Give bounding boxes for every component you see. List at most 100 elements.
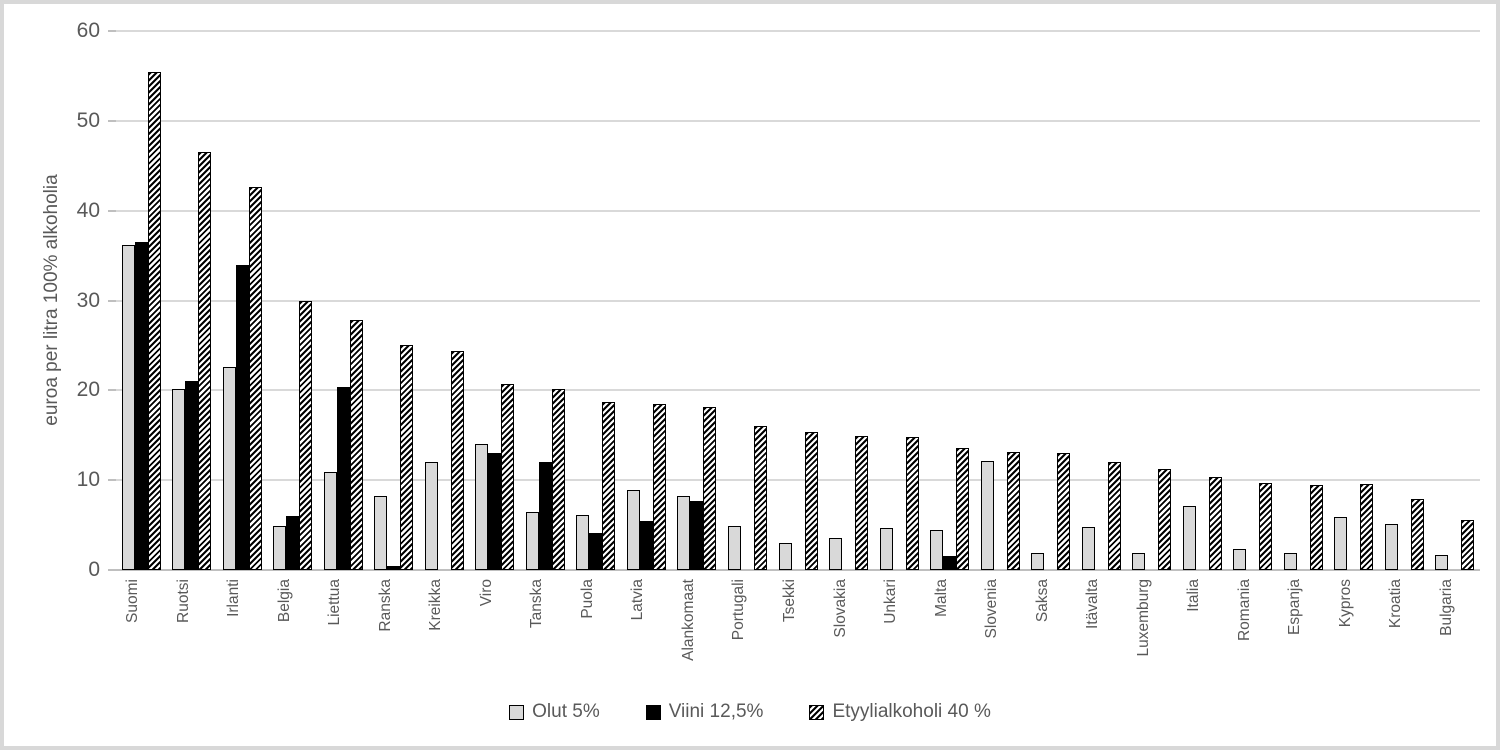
x-category-label-Espanja: Espanja (1286, 579, 1304, 636)
x-category-label-Suomi: Suomi (124, 579, 142, 623)
legend-swatch-etyylialkoholi-icon (809, 704, 825, 720)
bar-Espanja-olut (1283, 552, 1297, 570)
bar-Ruotsi-etyylialkoholi (198, 152, 212, 570)
bar-Alankomaat-olut (677, 496, 691, 570)
bar-Slovakia-olut (829, 537, 843, 570)
legend-item-viini: Viini 12,5% (645, 701, 764, 723)
bar-Viro-etyylialkoholi (501, 384, 515, 570)
y-axis-title: euroa per litra 100% alkoholia (41, 174, 62, 426)
bar-Unkari-etyylialkoholi (905, 437, 919, 570)
x-category-label-Kreikka: Kreikka (427, 579, 445, 631)
x-category-label-Belgia: Belgia (275, 579, 293, 623)
bar-Itävalta-olut (1081, 526, 1095, 570)
bar-Portugali-etyylialkoholi (753, 426, 767, 570)
legend-swatch-olut-icon (509, 704, 525, 720)
x-category-label-Bulgaria: Bulgaria (1437, 579, 1455, 636)
bar-Alankomaat-viini (690, 500, 704, 570)
legend-label-etyylialkoholi: Etyylialkoholi 40 % (832, 701, 991, 722)
bar-Bulgaria-etyylialkoholi (1461, 519, 1475, 570)
x-category-label-Slovenia: Slovenia (983, 579, 1001, 639)
y-tick-mark-50 (108, 119, 116, 122)
y-tick-label-50: 50 (76, 108, 100, 132)
bar-Puola-viini (589, 533, 603, 570)
bar-Saksa-etyylialkoholi (1057, 453, 1071, 570)
bar-Saksa-olut (1031, 552, 1045, 570)
gridline-10 (116, 479, 1480, 482)
bar-Romania-etyylialkoholi (1259, 482, 1273, 570)
x-category-label-Ruotsi: Ruotsi (174, 579, 192, 623)
legend-label-olut: Olut 5% (532, 701, 600, 722)
gridline-40 (116, 209, 1480, 212)
bar-Romania-olut (1233, 549, 1247, 570)
bar-Suomi-olut (121, 244, 135, 570)
x-category-label-Malta: Malta (932, 579, 950, 617)
bar-Suomi-etyylialkoholi (147, 72, 161, 570)
y-tick-label-30: 30 (76, 288, 100, 312)
y-tick-mark-0 (108, 569, 116, 571)
y-tick-label-60: 60 (76, 19, 100, 42)
x-category-label-Portugali: Portugali (730, 579, 748, 641)
bar-Tanska-olut (525, 511, 539, 570)
bar-Espanja-etyylialkoholi (1309, 484, 1323, 570)
bar-Viro-viini (488, 453, 502, 570)
bar-Belgia-etyylialkoholi (299, 301, 313, 570)
y-tick-label-10: 10 (76, 468, 100, 492)
bar-Italia-etyylialkoholi (1208, 477, 1222, 570)
x-category-label-Unkari: Unkari (882, 579, 900, 624)
bar-Malta-etyylialkoholi (956, 447, 970, 570)
x-axis-line (116, 569, 1480, 571)
legend-item-etyylialkoholi: Etyylialkoholi 40 % (809, 701, 991, 723)
gridline-20 (116, 389, 1480, 392)
y-tick-label-20: 20 (76, 378, 100, 402)
x-category-label-Romania: Romania (1235, 579, 1253, 642)
bar-Latvia-olut (626, 490, 640, 570)
bar-Irlanti-etyylialkoholi (248, 187, 262, 570)
x-category-label-Tanska: Tanska (528, 579, 546, 629)
bar-Kypros-olut (1334, 516, 1348, 570)
legend-swatch-viini-icon (645, 704, 661, 720)
bar-Irlanti-viini (235, 264, 249, 570)
bar-Latvia-viini (639, 520, 653, 570)
bar-Ranska-viini (387, 566, 401, 570)
bar-Liettua-etyylialkoholi (349, 320, 363, 570)
bar-Malta-olut (930, 529, 944, 570)
x-category-label-Puola: Puola (578, 579, 596, 619)
bar-Tsekki-etyylialkoholi (804, 431, 818, 570)
y-tick-label-40: 40 (76, 198, 100, 222)
x-category-label-Luxemburg: Luxemburg (1134, 579, 1152, 657)
y-tick-mark-40 (108, 209, 116, 212)
bar-Latvia-etyylialkoholi (652, 403, 666, 570)
bar-Ruotsi-viini (185, 381, 199, 570)
x-category-label-Saksa: Saksa (1033, 579, 1051, 623)
x-category-label-Italia: Italia (1185, 579, 1203, 612)
x-category-label-Tsekki: Tsekki (781, 579, 798, 623)
bar-Unkari-olut (879, 527, 893, 570)
bar-Malta-viini (943, 555, 957, 570)
bar-Slovakia-etyylialkoholi (855, 436, 869, 570)
gridline-60 (116, 30, 1480, 32)
legend-label-viini: Viini 12,5% (668, 701, 764, 722)
bar-Puola-etyylialkoholi (602, 402, 616, 570)
y-tick-label-0: 0 (88, 558, 100, 581)
y-tick-mark-30 (108, 299, 116, 302)
bar-Puola-olut (576, 515, 590, 570)
bar-Slovenia-etyylialkoholi (1006, 452, 1020, 570)
bar-Belgia-viini (286, 516, 300, 570)
bar-Tanska-etyylialkoholi (551, 389, 565, 570)
bar-Suomi-viini (134, 242, 148, 570)
bar-Itävalta-etyylialkoholi (1107, 462, 1121, 570)
bar-Alankomaat-etyylialkoholi (703, 406, 717, 570)
plot-area: 0 10 20 30 40 50 60 Suomi Ruotsi Irlanti Belgia Lie… (4, 4, 1496, 746)
x-category-label-Kroatia: Kroatia (1387, 579, 1405, 629)
bar-Kroatia-etyylialkoholi (1410, 499, 1424, 570)
x-category-label-Latvia: Latvia (629, 579, 647, 621)
bar-Kreikka-olut (424, 462, 438, 570)
bar-Italia-olut (1182, 506, 1196, 570)
x-category-label-Ranska: Ranska (376, 579, 394, 632)
gridline-30 (116, 299, 1480, 302)
bar-Luxemburg-etyylialkoholi (1158, 469, 1172, 570)
x-category-label-Alankomaat: Alankomaat (679, 579, 697, 661)
bar-Viro-olut (475, 444, 489, 570)
legend: Olut 5% Viini 12,5% Etyylialkoholi 40 % (4, 701, 1496, 723)
